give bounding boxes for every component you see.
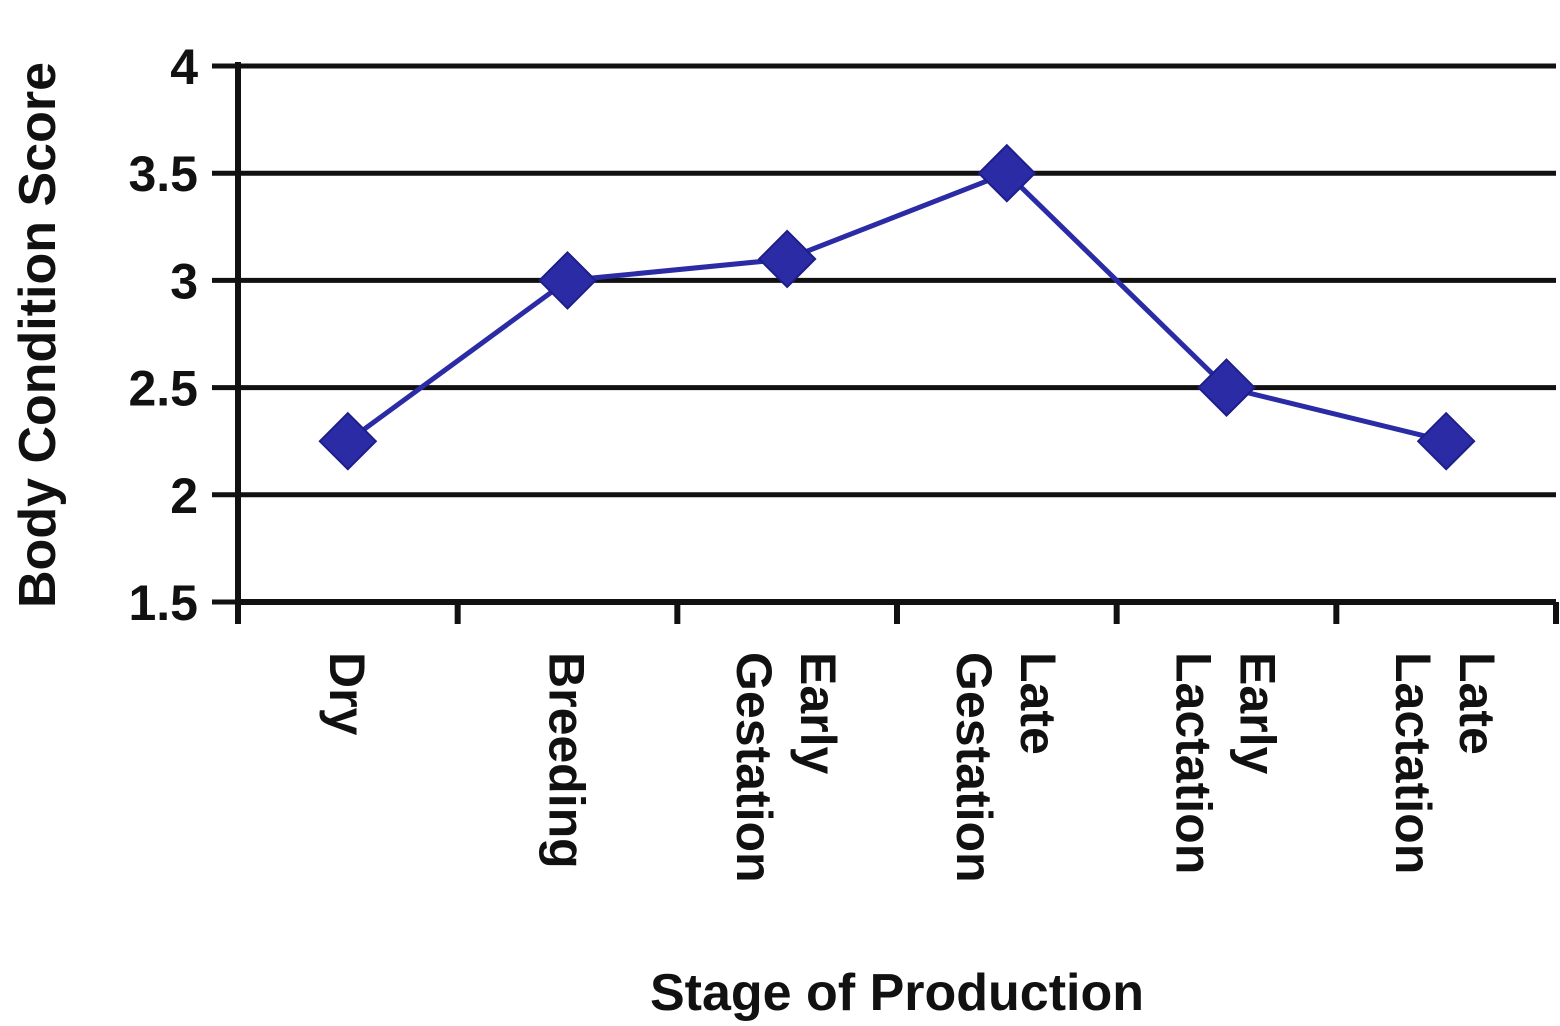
x-category-label: Dry xyxy=(319,652,375,736)
y-tick-label: 1.5 xyxy=(128,575,198,631)
y-axis-title: Body Condition Score xyxy=(9,62,67,608)
data-point-marker xyxy=(1416,411,1476,471)
axes xyxy=(212,62,1559,624)
data-point-marker xyxy=(538,250,597,310)
y-tick-label: 3 xyxy=(170,253,198,309)
y-tick-label: 2.5 xyxy=(128,361,198,417)
category-label-line: Gestation xyxy=(946,652,1002,883)
data-point-marker xyxy=(1197,358,1256,418)
category-label-line: Dry xyxy=(319,652,375,736)
category-label-line: Late xyxy=(1449,652,1505,755)
series-line xyxy=(346,170,1447,444)
data-point-marker xyxy=(977,143,1037,203)
data-series xyxy=(318,143,1476,471)
gridlines xyxy=(238,63,1556,498)
data-point-marker xyxy=(318,411,378,471)
x-axis-title: Stage of Production xyxy=(650,964,1144,1022)
y-tick-label: 4 xyxy=(170,39,198,95)
data-point-marker xyxy=(757,229,817,289)
category-label-line: Early xyxy=(790,652,846,775)
category-label-line: Breeding xyxy=(539,652,595,869)
x-category-label: Breeding xyxy=(539,652,595,869)
category-label-line: Lactation xyxy=(1166,652,1222,874)
y-tick-label: 2 xyxy=(170,468,198,524)
y-tick-labels: 1.5 2 2.5 3 3.5 4 xyxy=(128,39,198,631)
category-label-line: Early xyxy=(1230,652,1286,775)
category-label-line: Lactation xyxy=(1385,652,1441,874)
category-label-line: Gestation xyxy=(726,652,782,883)
category-label-line: Late xyxy=(1010,652,1066,755)
y-tick-label: 3.5 xyxy=(128,146,198,202)
